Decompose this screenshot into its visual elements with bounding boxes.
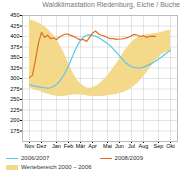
svg-text:Jan: Jan <box>52 143 61 149</box>
svg-text:Aug: Aug <box>139 143 149 149</box>
html-text:2006/2007: 2006/2007 <box>21 155 50 161</box>
svg-text:425: 425 <box>10 23 19 29</box>
svg-text:200: 200 <box>10 117 19 123</box>
svg-text:Mär: Mär <box>76 143 86 149</box>
svg-text:300: 300 <box>10 75 19 81</box>
svg-text:Feb: Feb <box>64 143 73 149</box>
svg-text:Sep: Sep <box>154 143 164 149</box>
svg-text:Mai: Mai <box>103 143 112 149</box>
html-text:2008/2009: 2008/2009 <box>114 155 143 161</box>
svg-text:450: 450 <box>10 12 19 18</box>
svg-text:350: 350 <box>10 54 19 60</box>
svg-text:Dez: Dez <box>37 143 47 149</box>
html-text:Wertebereich 2000 – 2006: Wertebereich 2000 – 2006 <box>21 164 92 170</box>
html-text:Waldklimastation Riedenburg, E: Waldklimastation Riedenburg, Eiche / Buc… <box>42 1 180 8</box>
svg-text:275: 275 <box>10 86 19 92</box>
svg-text:250: 250 <box>10 96 19 102</box>
svg-text:Okt: Okt <box>166 143 175 149</box>
svg-text:Jul: Jul <box>128 143 135 149</box>
svg-text:400: 400 <box>10 33 19 39</box>
svg-text:Apr: Apr <box>88 143 97 149</box>
svg-text:Nov: Nov <box>25 143 35 149</box>
svg-text:175: 175 <box>10 128 19 134</box>
svg-text:225: 225 <box>10 107 19 113</box>
svg-text:375: 375 <box>10 44 19 50</box>
svg-text:Jun: Jun <box>115 143 124 149</box>
svg-text:325: 325 <box>10 65 19 71</box>
